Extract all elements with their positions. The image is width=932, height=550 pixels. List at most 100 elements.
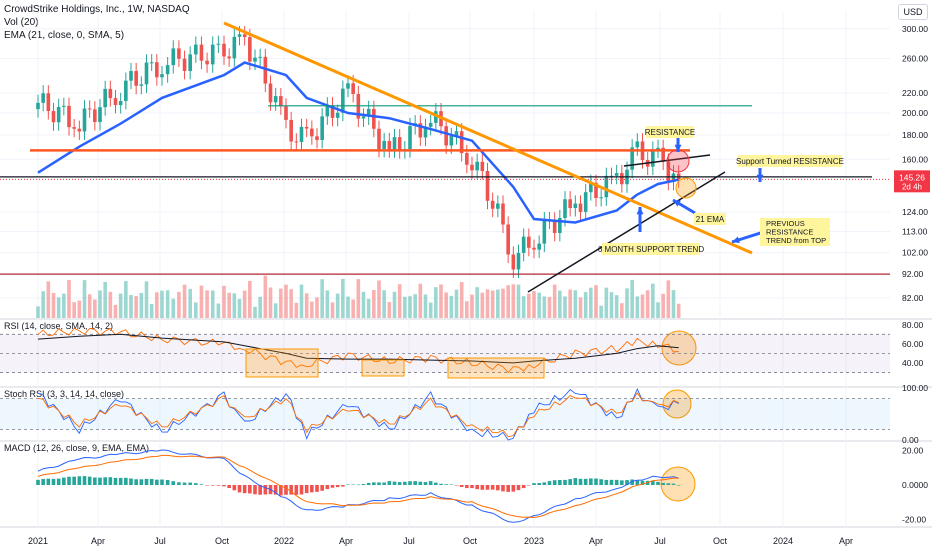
- rsi-sma-line: [37, 333, 679, 364]
- macd-histogram-bar: [485, 485, 490, 490]
- candle-body: [516, 252, 521, 270]
- volume-bar: [666, 280, 671, 318]
- volume-bar: [521, 296, 526, 318]
- resistance-label: RESISTANCE: [645, 128, 696, 137]
- rsi-divergence-box: [361, 359, 405, 377]
- candle-body: [325, 105, 330, 117]
- macd-histogram-bar: [294, 485, 299, 495]
- candle-body: [656, 147, 660, 150]
- macd-histogram-bar: [418, 481, 423, 485]
- volume-bar: [599, 305, 603, 318]
- volume-bar: [392, 291, 397, 318]
- volume-bar: [149, 303, 154, 318]
- volume-bar: [335, 293, 340, 318]
- y-tick-label: 102.00: [902, 248, 928, 258]
- candle-body: [459, 131, 464, 154]
- rsi-legend: RSI (14, close, SMA, 14, 2): [4, 321, 113, 331]
- descending-trendline: [223, 21, 753, 255]
- macd-histogram-bar: [475, 485, 479, 490]
- previous-label-line: TREND from TOP: [766, 236, 826, 245]
- macd-histogram-bar: [216, 485, 221, 486]
- rsi-divergence-box: [245, 348, 319, 378]
- volume-bar: [403, 296, 407, 318]
- candle-body: [434, 111, 438, 123]
- volume-bar: [325, 290, 330, 318]
- volume-bar: [413, 294, 417, 318]
- x-tick-label: Apr: [839, 536, 853, 546]
- macd-signal-line: [37, 454, 679, 519]
- candle-body: [210, 44, 215, 65]
- candle-body: [279, 96, 283, 107]
- macd-histogram-bar: [87, 476, 92, 485]
- candle-body: [366, 108, 371, 117]
- arrow-resistance-head: [674, 144, 682, 152]
- countdown-label: 2d 4h: [902, 182, 922, 191]
- volume-bar: [330, 302, 335, 318]
- macd-histogram-bar: [521, 485, 526, 489]
- macd-histogram-bar: [62, 477, 66, 485]
- candle-body: [118, 100, 123, 106]
- volume-bar: [527, 293, 531, 318]
- macd-histogram-bar: [279, 485, 283, 496]
- volume-bar: [609, 292, 614, 318]
- macd-histogram-bar: [428, 481, 433, 485]
- candle-body: [671, 173, 676, 182]
- volume-bar: [46, 281, 51, 318]
- macd-histogram-bar: [604, 479, 609, 485]
- volume-bar: [459, 282, 464, 318]
- macd-histogram-bar: [129, 478, 133, 485]
- volume-bar: [547, 296, 552, 318]
- candle-body: [444, 126, 448, 146]
- candle-body: [124, 80, 128, 101]
- candle-body: [480, 161, 485, 172]
- macd-histogram-bar: [46, 478, 51, 485]
- macd-histogram-bar: [51, 478, 56, 485]
- macd-histogram-bar: [470, 485, 474, 489]
- currency-button[interactable]: USD: [898, 4, 928, 20]
- x-tick-label: Jul: [154, 536, 166, 546]
- macd-histogram-bar: [361, 484, 366, 485]
- macd-histogram-bar: [444, 484, 448, 485]
- macd-histogram-bar: [315, 485, 319, 492]
- macd-histogram-bar: [625, 480, 629, 485]
- candle-body: [604, 175, 609, 198]
- volume-bar: [449, 295, 454, 318]
- candle-body: [227, 56, 231, 59]
- candle-body: [304, 126, 309, 129]
- volume-bar: [263, 275, 268, 318]
- macd-histogram-bar: [356, 484, 361, 486]
- volume-bar: [253, 306, 257, 318]
- x-tick-label: Oct: [713, 536, 728, 546]
- macd-histogram-bar: [335, 485, 340, 488]
- macd-histogram-bar: [144, 478, 149, 485]
- volume-bar: [222, 285, 226, 318]
- volume-bar: [635, 296, 640, 318]
- macd-histogram-bar: [248, 485, 252, 494]
- ema-label-box: [694, 213, 726, 225]
- stoch-legend: Stoch RSI (3, 3, 14, 14, close): [4, 389, 124, 399]
- candle-body: [56, 106, 61, 123]
- resistance-circle: [666, 149, 690, 173]
- volume-bar: [134, 296, 138, 318]
- volume-bar: [62, 293, 66, 318]
- macd-histogram-bar: [82, 476, 87, 485]
- macd-histogram-bar: [182, 482, 187, 485]
- volume-bar: [656, 302, 660, 318]
- macd-histogram-bar: [351, 484, 355, 486]
- macd-histogram-bar: [299, 485, 304, 495]
- y-tick-label: 300.00: [902, 24, 928, 34]
- candle-body: [310, 128, 314, 137]
- volume-bar: [87, 294, 92, 318]
- volume-bar: [294, 302, 299, 318]
- macd-histogram-bar: [232, 485, 237, 491]
- stoch-band: [0, 398, 890, 430]
- macd-histogram-bar: [205, 485, 209, 486]
- candle-body: [589, 182, 593, 193]
- candle-body: [134, 71, 138, 86]
- candle-body: [666, 161, 671, 182]
- macd-histogram-bar: [563, 479, 567, 485]
- volume-bar: [620, 303, 624, 318]
- candle-body: [222, 43, 226, 57]
- candle-body: [475, 161, 479, 171]
- candle-body: [594, 182, 598, 199]
